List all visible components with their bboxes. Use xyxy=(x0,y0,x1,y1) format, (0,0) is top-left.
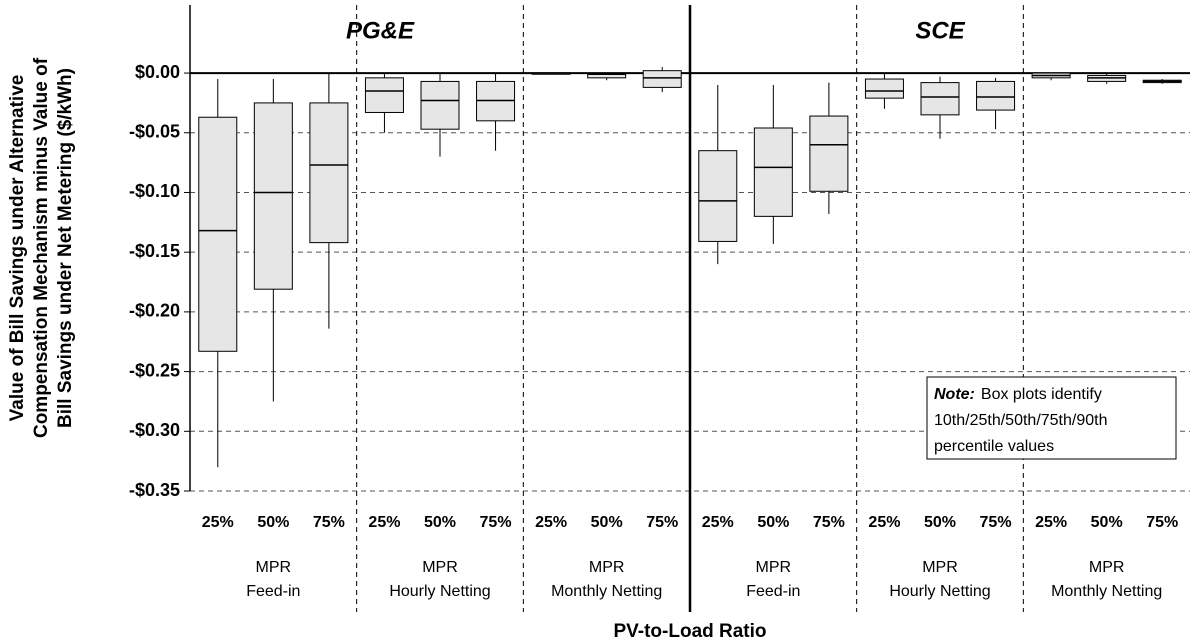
y-axis-title-line: Compensation Mechanism minus Value of xyxy=(31,57,52,438)
box xyxy=(920,82,960,116)
box xyxy=(253,102,293,290)
group-label: Feed-in xyxy=(746,583,800,600)
x-tick-label: 50% xyxy=(924,514,956,531)
panel-title: PG&E xyxy=(346,17,415,44)
group-label: Monthly Netting xyxy=(551,583,662,600)
note-box xyxy=(926,376,1177,460)
y-axis-title-line: Bill Savings under Net Metering ($/kWh) xyxy=(55,68,76,428)
x-tick-label: 25% xyxy=(1035,514,1067,531)
x-tick-label: 25% xyxy=(535,514,567,531)
group-label: Hourly Netting xyxy=(889,583,990,600)
x-tick-label: 50% xyxy=(757,514,789,531)
y-tick-label: -$0.10 xyxy=(129,181,180,201)
box xyxy=(698,150,738,242)
y-tick-label: -$0.15 xyxy=(129,241,180,261)
y-tick-label: -$0.20 xyxy=(129,301,180,321)
note-line: 10th/25th/50th/75th/90th xyxy=(934,412,1107,429)
x-tick-label: 75% xyxy=(813,514,845,531)
x-tick-label: 75% xyxy=(646,514,678,531)
group-label: MPR xyxy=(1089,559,1125,576)
x-axis-title: PV-to-Load Ratio xyxy=(613,621,766,642)
x-tick-label: 25% xyxy=(702,514,734,531)
x-tick-label: 25% xyxy=(202,514,234,531)
y-axis-title: Value of Bill Savings under Alternative … xyxy=(7,57,76,438)
group-label: MPR xyxy=(589,559,625,576)
box xyxy=(420,80,460,130)
x-tick-label: 75% xyxy=(313,514,345,531)
box xyxy=(753,127,793,217)
y-axis-title-line: Value of Bill Savings under Alternative xyxy=(7,75,28,422)
x-tick-label: 75% xyxy=(1146,514,1178,531)
y-tick-label: -$0.35 xyxy=(129,480,180,500)
group-label: Feed-in xyxy=(246,583,300,600)
y-tick-label: -$0.05 xyxy=(129,122,180,142)
x-tick-label: 50% xyxy=(424,514,456,531)
box xyxy=(198,116,238,352)
group-label: Monthly Netting xyxy=(1051,583,1162,600)
group-label: MPR xyxy=(922,559,958,576)
note-lead: Note: xyxy=(934,386,975,403)
y-tick-label: $0.00 xyxy=(135,62,180,82)
box xyxy=(587,72,627,79)
y-tick-label: -$0.25 xyxy=(129,360,180,380)
group-label: MPR xyxy=(422,559,458,576)
x-tick-label: 50% xyxy=(591,514,623,531)
note: Note: Box plots identify 10th/25th/50th/75… xyxy=(926,376,1177,460)
box xyxy=(364,77,404,113)
x-tick-label: 50% xyxy=(257,514,289,531)
x-tick-label: 75% xyxy=(480,514,512,531)
group-label: MPR xyxy=(756,559,792,576)
note-line: Box plots identify xyxy=(981,386,1102,403)
box xyxy=(809,115,849,192)
panel-title: SCE xyxy=(915,17,965,44)
box xyxy=(976,80,1016,111)
y-tick-label: -$0.30 xyxy=(129,420,180,440)
group-label: MPR xyxy=(256,559,292,576)
group-label: Hourly Netting xyxy=(389,583,490,600)
box xyxy=(309,102,349,244)
x-tick-label: 25% xyxy=(368,514,400,531)
box xyxy=(864,78,904,99)
x-tick-label: 75% xyxy=(980,514,1012,531)
box xyxy=(642,70,682,88)
note-line: percentile values xyxy=(934,438,1054,455)
x-tick-label: 25% xyxy=(868,514,900,531)
note-text: Note: Box plots identify xyxy=(934,386,1102,403)
x-tick-label: 50% xyxy=(1091,514,1123,531)
